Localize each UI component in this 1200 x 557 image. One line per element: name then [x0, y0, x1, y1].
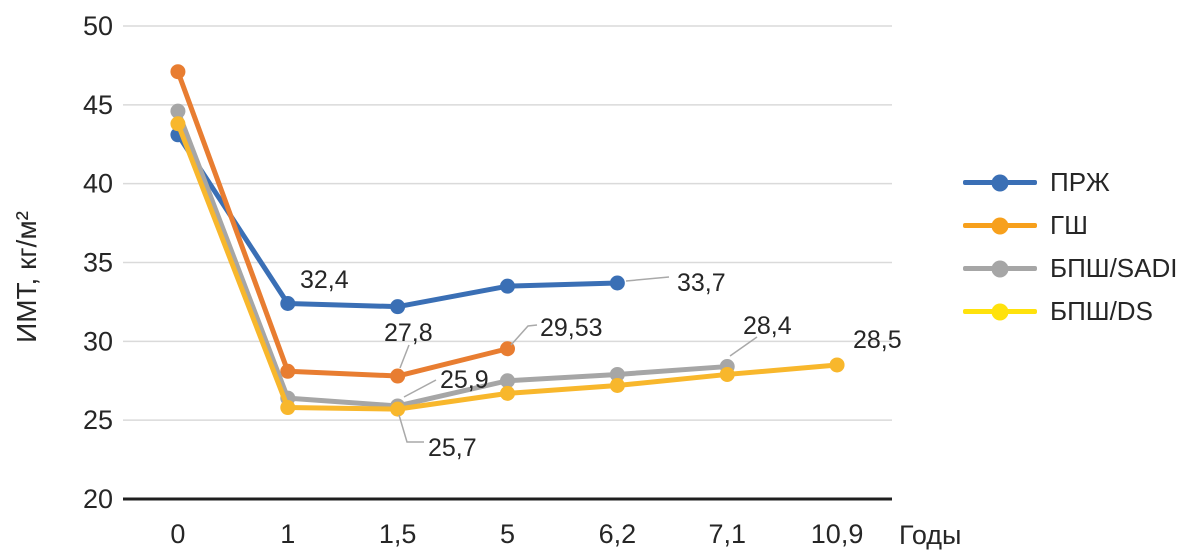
y-tick-label: 20 — [83, 484, 113, 514]
legend-marker-dot-icon — [991, 174, 1009, 191]
series-marker-2 — [609, 366, 625, 382]
legend-label: ПРЖ — [1050, 167, 1110, 197]
point-label: 28,4 — [743, 312, 792, 340]
legend-swatch-line-icon — [963, 303, 1037, 320]
series-marker-0 — [500, 278, 515, 294]
y-tick-label: 35 — [83, 248, 113, 278]
point-label: 25,7 — [428, 434, 477, 462]
point-label: 28,5 — [853, 326, 902, 354]
label-leader-line — [399, 344, 410, 369]
series-marker-2 — [500, 373, 515, 389]
series-marker-3 — [390, 401, 406, 417]
x-tick-label: 6,2 — [599, 519, 637, 549]
legend-swatch-line-icon — [963, 260, 1037, 277]
label-leader-line — [625, 276, 670, 282]
x-tick-label: 10,9 — [811, 519, 864, 549]
x-tick-label: 1 — [280, 519, 295, 549]
series-marker-3 — [829, 357, 845, 373]
legend-label: ГШ — [1050, 210, 1088, 240]
legend-item-gsh: ГШ — [963, 204, 1178, 247]
point-label: 27,8 — [384, 319, 433, 347]
legend-label: БПШ/DS — [1050, 296, 1153, 326]
series-line-1 — [175, 69, 510, 379]
series-marker-2 — [170, 103, 186, 119]
legend-marker-dot-icon — [991, 217, 1009, 234]
y-tick-label: 45 — [83, 90, 113, 120]
series-marker-0 — [609, 275, 625, 291]
series-line-2 — [175, 108, 730, 409]
legend-label: БПШ/SADI — [1050, 253, 1178, 283]
x-tick-label: 5 — [500, 519, 515, 549]
x-tick-label: 1,5 — [379, 519, 417, 549]
series-marker-3 — [609, 377, 625, 393]
x-tick-label: 0 — [170, 519, 185, 549]
legend-marker-dot-icon — [991, 303, 1009, 320]
legend-marker-dot-icon — [991, 260, 1009, 277]
series-marker-1 — [280, 363, 296, 379]
legend-swatch-line-icon — [963, 217, 1037, 234]
series-marker-0 — [280, 295, 296, 311]
y-axis-title: ИМТ, кг/м² — [11, 211, 42, 343]
point-label: 29,53 — [540, 314, 603, 342]
y-tick-label: 30 — [83, 326, 113, 356]
legend: ПРЖ ГШ БПШ/SADI БПШ/DS — [963, 161, 1178, 333]
legend-item-bpsh-sadi: БПШ/SADI — [963, 247, 1178, 290]
x-tick-label: 7,1 — [708, 519, 746, 549]
label-leader-line — [729, 336, 758, 357]
series-marker-3 — [170, 116, 186, 132]
series-marker-3 — [719, 366, 735, 382]
series-marker-3 — [500, 385, 515, 401]
point-label: 33,7 — [677, 269, 726, 297]
y-tick-label: 40 — [83, 169, 113, 199]
label-leader-line — [403, 379, 437, 398]
label-leader-line — [398, 414, 424, 443]
series-marker-0 — [390, 299, 406, 315]
series-marker-1 — [390, 368, 406, 384]
y-tick-label: 25 — [83, 405, 113, 435]
legend-swatch-line-icon — [963, 174, 1037, 191]
point-label: 25,9 — [440, 366, 489, 394]
legend-item-bpsh-ds: БПШ/DS — [963, 290, 1178, 333]
y-tick-label: 50 — [83, 11, 113, 41]
legend-item-przh: ПРЖ — [963, 161, 1178, 204]
label-leader-line — [510, 324, 538, 346]
point-label: 32,4 — [300, 266, 349, 294]
series-marker-1 — [170, 64, 186, 80]
series-marker-3 — [280, 400, 296, 416]
x-axis-unit-label: Годы — [899, 520, 962, 550]
